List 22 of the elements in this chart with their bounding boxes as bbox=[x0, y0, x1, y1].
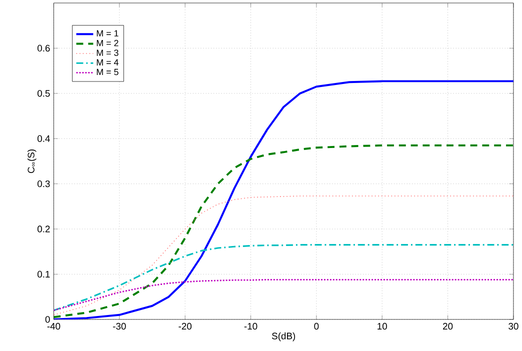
x-tick-label: -10 bbox=[244, 322, 258, 330]
legend-label: M = 2 bbox=[96, 40, 118, 46]
x-tick-label: 20 bbox=[443, 322, 453, 330]
x-tick-label: -40 bbox=[47, 322, 60, 330]
y-tick-label: 0 bbox=[45, 316, 50, 323]
legend-label: M = 4 bbox=[96, 59, 118, 66]
y-tick-label: 0.3 bbox=[38, 180, 50, 188]
y-axis-title: C$_{∞}$(S) bbox=[28, 149, 36, 173]
legend-label: M = 1 bbox=[96, 30, 118, 36]
x-axis-title: S(dB) bbox=[272, 332, 296, 342]
legend-label: M = 3 bbox=[96, 49, 118, 56]
y-tick-label: 0.5 bbox=[38, 90, 50, 97]
x-tick-label: -30 bbox=[113, 322, 126, 330]
y-tick-label: 0.1 bbox=[38, 270, 50, 278]
y-tick-label: 0.2 bbox=[38, 226, 50, 232]
legend-label: M = 5 bbox=[96, 68, 118, 76]
x-tick-label: 10 bbox=[378, 322, 387, 330]
y-tick-label: 0.6 bbox=[38, 44, 50, 52]
x-tick-label: 30 bbox=[508, 322, 518, 330]
x-tick-label: 0 bbox=[314, 322, 319, 330]
x-tick-label: -20 bbox=[178, 322, 192, 330]
y-tick-label: 0.4 bbox=[38, 135, 50, 142]
